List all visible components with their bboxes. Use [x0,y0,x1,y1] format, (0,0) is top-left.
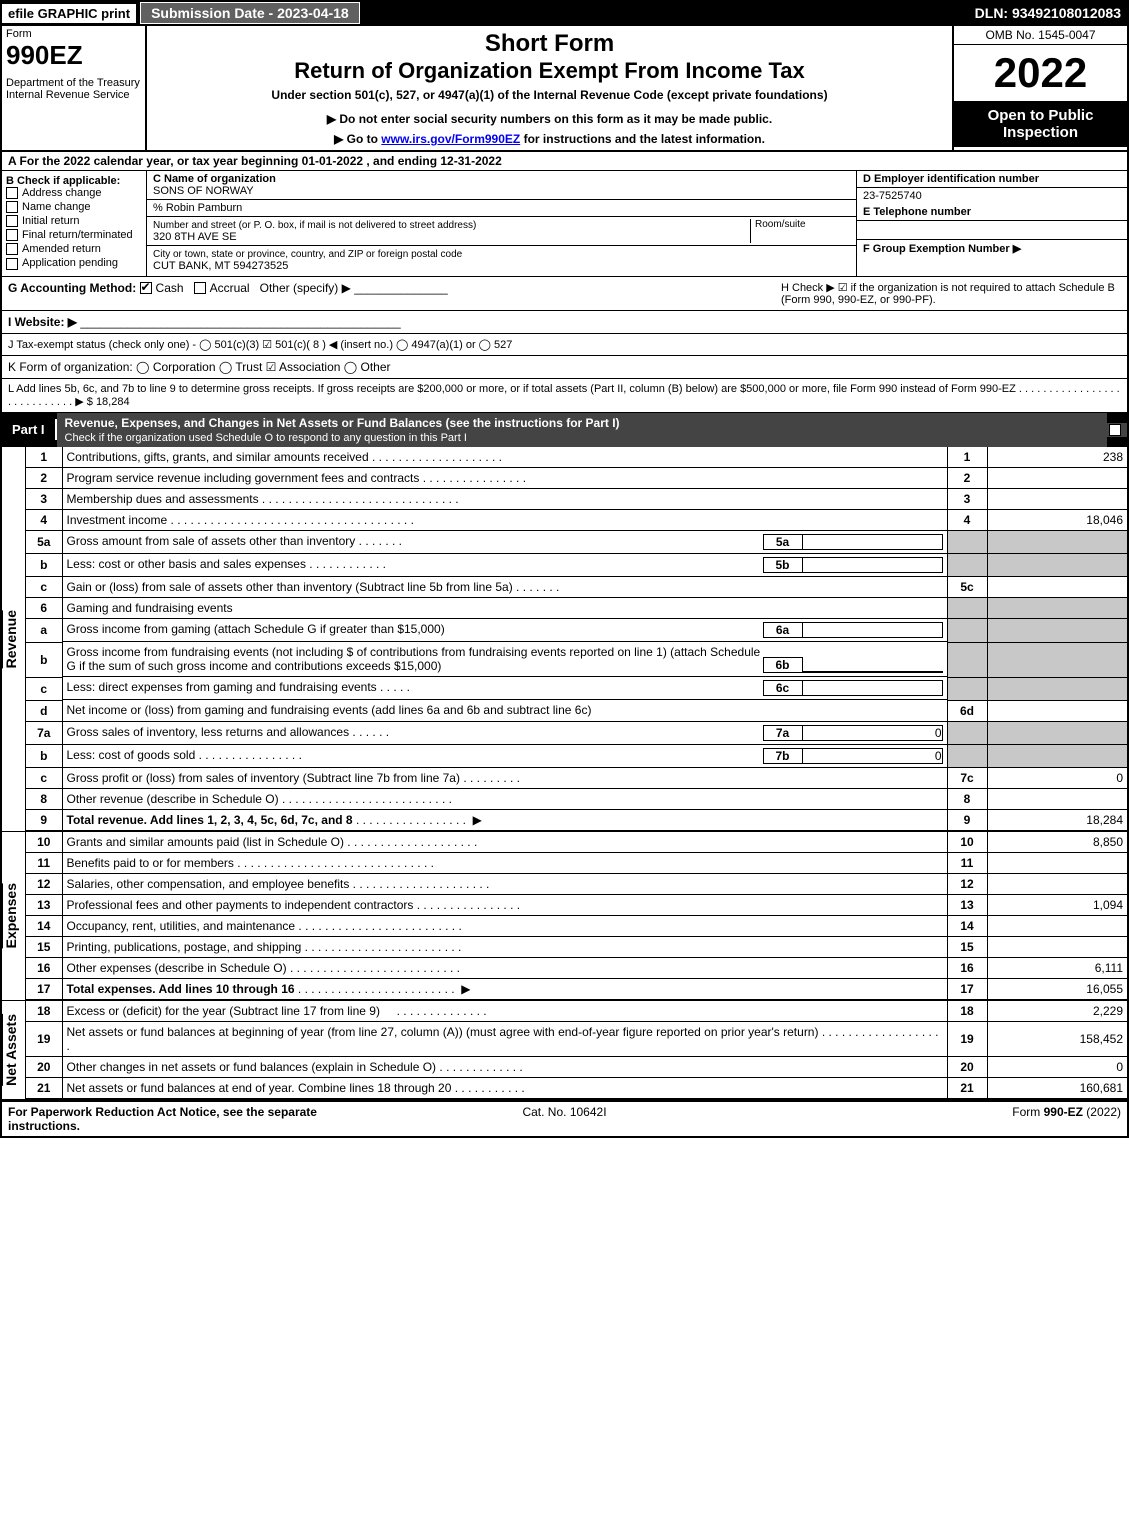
chk-final-return[interactable]: Final return/terminated [6,229,142,241]
line-16-amt: 6,111 [987,958,1127,979]
row-i-website: I Website: ▶ ___________________________… [0,311,1129,334]
line-9-amt: 18,284 [987,810,1127,831]
line-15-amt [987,937,1127,958]
line-12-amt [987,874,1127,895]
revenue-table: 1Contributions, gifts, grants, and simil… [26,447,1127,832]
part-i-title: Revenue, Expenses, and Changes in Net As… [57,413,1107,447]
chk-application-pending[interactable]: Application pending [6,257,142,269]
col-def: D Employer identification number 23-7525… [857,171,1127,276]
footer-left: For Paperwork Reduction Act Notice, see … [8,1105,379,1133]
line-3-amt [987,488,1127,509]
c-city-lbl: City or town, state or province, country… [153,249,462,260]
netassets-vlabel: Net Assets [2,1014,25,1086]
part-i-num: Part I [2,419,57,440]
line-1-amt: 238 [987,447,1127,468]
c-care: % Robin Pamburn [147,200,856,217]
netassets-section: Net Assets 18Excess or (deficit) for the… [0,1000,1129,1101]
line-10-amt: 8,850 [987,832,1127,853]
efile-label: efile GRAPHIC print [2,4,136,23]
line-13-amt: 1,094 [987,895,1127,916]
line-19-amt: 158,452 [987,1022,1127,1057]
expenses-section: Expenses 10Grants and similar amounts pa… [0,831,1129,1000]
c-street: 320 8TH AVE SE [153,231,237,243]
h-schedule-b: H Check ▶ ☑ if the organization is not r… [781,281,1121,306]
c-street-block: Number and street (or P. O. box, if mail… [147,217,856,246]
line-2-amt [987,467,1127,488]
line-20-amt: 0 [987,1057,1127,1078]
line-5c-amt [987,577,1127,598]
d-ein-val: 23-7525740 [857,188,1127,204]
chk-amended-return[interactable]: Amended return [6,243,142,255]
submission-date: Submission Date - 2023-04-18 [140,2,360,24]
line-21-amt: 160,681 [987,1078,1127,1099]
row-a-calendar-year: A For the 2022 calendar year, or tax yea… [0,152,1129,171]
row-gh: G Accounting Method: Cash Accrual Other … [0,277,1129,311]
line-4-amt: 18,046 [987,509,1127,530]
header-left: Form 990EZ Department of the Treasury In… [2,26,147,150]
line-7c-amt: 0 [987,768,1127,789]
chk-initial-return[interactable]: Initial return [6,215,142,227]
f-group-exemption: F Group Exemption Number ▶ [857,239,1127,257]
e-tel-lbl: E Telephone number [857,204,1127,221]
c-name-block: C Name of organization SONS OF NORWAY [147,171,856,200]
d-ein-lbl: D Employer identification number [857,171,1127,188]
short-form-title: Short Form [155,30,944,58]
line-14-amt [987,916,1127,937]
dept-label: Department of the Treasury Internal Reve… [6,77,141,101]
goto-link[interactable]: www.irs.gov/Form990EZ [381,132,520,146]
expenses-table: 10Grants and similar amounts paid (list … [26,832,1127,1000]
return-title: Return of Organization Exempt From Incom… [155,58,944,84]
col-b-check: B Check if applicable: Address change Na… [2,171,147,276]
c-city-block: City or town, state or province, country… [147,246,856,274]
revenue-section: Revenue 1Contributions, gifts, grants, a… [0,447,1129,832]
c-room-lbl: Room/suite [750,219,850,243]
e-tel-val [857,221,1127,239]
row-bcdef: B Check if applicable: Address change Na… [0,171,1129,277]
open-to-public: Open to Public Inspection [954,101,1127,147]
header-right: OMB No. 1545-0047 2022 Open to Public In… [952,26,1127,150]
row-j-tax-exempt: J Tax-exempt status (check only one) - ◯… [0,334,1129,356]
part-i-checkbox[interactable] [1107,423,1127,437]
c-name-lbl: C Name of organization [153,173,276,185]
revenue-vlabel: Revenue [2,610,25,668]
c-name: SONS OF NORWAY [153,185,254,197]
page-footer: For Paperwork Reduction Act Notice, see … [0,1101,1129,1138]
form-number: 990EZ [6,40,141,71]
top-bar: efile GRAPHIC print Submission Date - 20… [0,0,1129,26]
b-title: B Check if applicable: [6,175,142,187]
g-accounting: G Accounting Method: Cash Accrual Other … [8,281,781,306]
omb-number: OMB No. 1545-0047 [954,26,1127,45]
tax-year: 2022 [954,45,1127,101]
form-label: Form [6,28,141,40]
col-c-org: C Name of organization SONS OF NORWAY % … [147,171,857,276]
footer-cat: Cat. No. 10642I [379,1105,750,1133]
under-section: Under section 501(c), 527, or 4947(a)(1)… [155,88,944,102]
footer-form: Form 990-EZ (2022) [750,1105,1121,1133]
line-11-amt [987,853,1127,874]
row-k-form-org: K Form of organization: ◯ Corporation ◯ … [0,356,1129,379]
line-6d-amt [987,700,1127,721]
dln: DLN: 93492108012083 [975,5,1127,21]
line-8-amt [987,789,1127,810]
donot-ssn: ▶ Do not enter social security numbers o… [155,112,944,126]
goto-post: for instructions and the latest informat… [520,132,765,146]
header-center: Short Form Return of Organization Exempt… [147,26,952,150]
part-i-header: Part I Revenue, Expenses, and Changes in… [0,413,1129,447]
chk-cash[interactable] [140,282,152,294]
goto-pre: ▶ Go to [334,132,381,146]
chk-address-change[interactable]: Address change [6,187,142,199]
goto-link-row: ▶ Go to www.irs.gov/Form990EZ for instru… [155,132,944,146]
form-header: Form 990EZ Department of the Treasury In… [0,26,1129,152]
row-l-gross-receipts: L Add lines 5b, 6c, and 7b to line 9 to … [0,379,1129,413]
expenses-vlabel: Expenses [2,883,25,948]
line-17-amt: 16,055 [987,979,1127,1000]
c-street-lbl: Number and street (or P. O. box, if mail… [153,220,476,231]
line-18-amt: 2,229 [987,1001,1127,1022]
netassets-table: 18Excess or (deficit) for the year (Subt… [26,1001,1127,1099]
chk-accrual[interactable] [194,282,206,294]
c-city: CUT BANK, MT 594273525 [153,260,288,272]
chk-name-change[interactable]: Name change [6,201,142,213]
